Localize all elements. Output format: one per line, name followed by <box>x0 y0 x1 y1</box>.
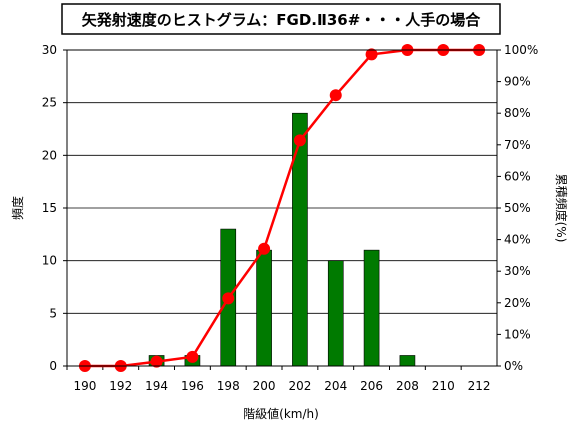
x-tick-label: 194 <box>145 379 168 393</box>
y-tick-label: 15 <box>42 201 57 215</box>
x-tick-label: 190 <box>73 379 96 393</box>
x-tick-label: 210 <box>432 379 455 393</box>
y2-tick-label: 70% <box>504 138 531 152</box>
tick-labels: 0 5 10 15 20 25 30 0% 10% 20% 30% 40% 50% 60% 70% 80% 90… <box>42 43 539 393</box>
bar-series <box>148 112 416 367</box>
cumulative-point <box>186 350 199 363</box>
cumulative-point <box>150 355 163 368</box>
y2-tick-label: 90% <box>504 75 531 89</box>
cumulative-point <box>329 89 342 102</box>
y-tick-label: 5 <box>49 306 57 320</box>
bar <box>292 112 308 367</box>
bar <box>256 249 272 367</box>
y2-tick-label: 80% <box>504 106 531 120</box>
y2-tick-label: 50% <box>504 201 531 215</box>
y2-axis-label: 累積頻度(%) <box>554 174 569 243</box>
plot-frame <box>66 49 498 367</box>
y-tick-label: 20 <box>42 148 57 162</box>
x-tick-label: 202 <box>288 379 311 393</box>
x-tick-label: 204 <box>324 379 347 393</box>
bar <box>399 355 416 367</box>
y2-tick-label: 20% <box>504 296 531 310</box>
x-tick-label: 198 <box>217 379 240 393</box>
x-tick-label: 192 <box>109 379 132 393</box>
x-axis-label: 階級値(km/h) <box>243 406 319 421</box>
x-tick-label: 212 <box>468 379 491 393</box>
x-tick-label: 200 <box>253 379 276 393</box>
bar <box>327 260 344 367</box>
y2-tick-label: 10% <box>504 327 531 341</box>
y-tick-label: 10 <box>42 254 57 268</box>
y-axis-label: 頻度 <box>10 196 25 220</box>
y2-tick-label: 40% <box>504 233 531 247</box>
y-tick-label: 0 <box>49 359 57 373</box>
cumulative-point <box>258 242 271 255</box>
x-tick-label: 196 <box>181 379 204 393</box>
bar <box>363 249 380 367</box>
y2-tick-label: 100% <box>504 43 538 57</box>
x-tick-label: 208 <box>396 379 419 393</box>
y2-tick-label: 60% <box>504 169 531 183</box>
y2-tick-label: 30% <box>504 264 531 278</box>
x-tick-label: 206 <box>360 379 383 393</box>
cumulative-point <box>222 292 235 305</box>
y2-tick-label: 0% <box>504 359 523 373</box>
chart-title-box <box>61 3 501 35</box>
cumulative-point <box>293 134 306 147</box>
grid-lines <box>63 49 501 370</box>
cumulative-point <box>365 48 378 61</box>
y-tick-label: 25 <box>42 96 57 110</box>
chart-title: 矢発射速度のヒストグラム：FGD.Ⅱ36#・・・人手の場合 <box>82 11 482 29</box>
y-tick-label: 30 <box>42 43 57 57</box>
